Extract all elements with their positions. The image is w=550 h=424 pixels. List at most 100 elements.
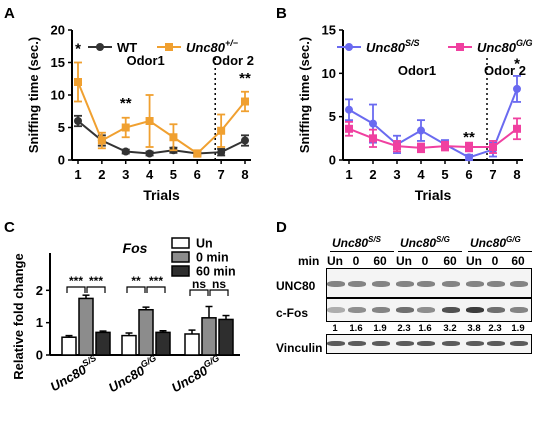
y-axis-label: Sniffing time (sec.)	[26, 37, 41, 153]
significance-bracket	[209, 289, 229, 296]
data-point	[513, 84, 521, 93]
blot-group-underline	[468, 251, 532, 252]
legend-swatch	[171, 251, 190, 263]
significance-star: **	[463, 129, 475, 146]
blot-group-underline	[398, 251, 462, 252]
blot-lane-label: 0	[491, 254, 499, 268]
blot-lane-label: 60	[443, 254, 457, 268]
category-label: Unc80G/G	[168, 353, 225, 395]
data-point	[145, 117, 154, 125]
blot-row-label: c-Fos	[276, 306, 309, 320]
y-tick-label: 5	[58, 120, 65, 135]
data-point	[74, 117, 82, 125]
bar	[121, 334, 137, 356]
bar	[155, 331, 171, 356]
x-axis-label: Trials	[415, 187, 452, 203]
bar	[138, 308, 154, 356]
chart-b: 0 5 10 15 1 2 3 4 5 6 7 8 Trials Sniffing time (sec.)…	[297, 23, 533, 204]
chart-c: 0 1 2 Relative fold change Fos *** *** Unc80S/S…	[11, 237, 240, 395]
x-tick-label: 6	[465, 167, 472, 182]
significance-bracket	[189, 289, 209, 296]
blot-row-label: Vinculin	[276, 341, 323, 355]
x-tick-label: 2	[369, 167, 376, 182]
blot-ratio-value: 1.9	[373, 323, 387, 334]
x-axis-label: Trials	[143, 187, 180, 203]
blot-band	[348, 307, 366, 313]
significance-label: ***	[69, 274, 83, 288]
chart-title: Fos	[123, 240, 148, 256]
blot-lane-label: 60	[511, 254, 525, 268]
data-point	[441, 142, 449, 151]
x-tick-label: 3	[393, 167, 400, 182]
data-point	[369, 119, 377, 128]
data-point	[345, 105, 353, 114]
legend-swatch	[171, 237, 190, 249]
blot-band	[327, 341, 345, 346]
blot-band	[327, 307, 345, 313]
blot-group-underline	[330, 251, 394, 252]
y-tick-label: 0	[36, 348, 43, 363]
blot-lane-label: 60	[373, 254, 387, 268]
blot-band	[396, 281, 414, 287]
blot-band	[466, 307, 484, 313]
blot-band	[487, 341, 505, 346]
y-tick-label: 10	[322, 66, 336, 81]
region-label-odor1: Odor1	[398, 63, 436, 78]
blot-band	[510, 281, 528, 287]
blot-band	[442, 307, 460, 313]
blot-ratio-value: 1.9	[511, 323, 525, 334]
legend-marker	[165, 43, 173, 51]
significance-bracket	[86, 286, 106, 293]
y-tick-label: 1	[36, 315, 43, 330]
significance-label: ***	[89, 274, 103, 288]
legend-label: Unc80S/S	[366, 38, 420, 55]
significance-star: **	[239, 70, 251, 87]
panel-label-b: B	[276, 5, 287, 22]
blot-band	[487, 281, 505, 287]
legend-label: 60 min	[196, 265, 236, 279]
legend-marker	[456, 43, 464, 51]
blot-band	[510, 307, 528, 313]
blot-band	[466, 341, 484, 346]
legend-marker	[345, 43, 353, 51]
data-point	[217, 148, 226, 157]
blot-group-header: Unc80S/S	[332, 235, 381, 250]
data-point	[74, 78, 82, 86]
category-label: Unc80G/G	[105, 353, 162, 395]
y-tick-label: 2	[36, 283, 43, 298]
blot-band	[396, 307, 414, 313]
data-point	[217, 126, 226, 135]
blot-membrane	[326, 268, 532, 298]
data-point	[513, 124, 521, 133]
data-point	[345, 124, 353, 133]
significance-star: *	[75, 40, 81, 57]
data-point	[241, 136, 249, 145]
x-tick-label: 4	[417, 167, 425, 182]
blot-membrane	[326, 298, 532, 322]
blot-lane-label: Un	[466, 254, 482, 268]
data-point	[145, 149, 154, 158]
blot-lane-label: 0	[352, 254, 360, 268]
blot-band	[372, 341, 390, 346]
blot-band	[417, 341, 435, 346]
blot-row-label: UNC80	[276, 279, 316, 293]
blot-lane-label: 0	[421, 254, 429, 268]
panel-label-d: D	[276, 219, 287, 236]
legend-swatch	[171, 265, 190, 277]
data-point	[465, 153, 473, 162]
blot-band	[417, 281, 435, 287]
blot-ratio-value: 2.3	[488, 323, 502, 334]
blot-band	[442, 341, 460, 346]
significance-bracket	[126, 286, 146, 293]
data-point	[121, 147, 130, 156]
blot-membrane	[326, 334, 532, 354]
x-tick-label: 5	[441, 167, 448, 182]
data-point	[489, 143, 497, 151]
blot-band	[372, 281, 390, 287]
blot-lane-label: Un	[327, 254, 343, 268]
blot-band	[417, 307, 435, 313]
chart-a: 0 5 10 15 20 1 2 3 4 5 6 7 8 Trials Sniffing time (sec…	[26, 23, 254, 204]
blot-band	[487, 307, 505, 313]
bar	[184, 333, 200, 356]
